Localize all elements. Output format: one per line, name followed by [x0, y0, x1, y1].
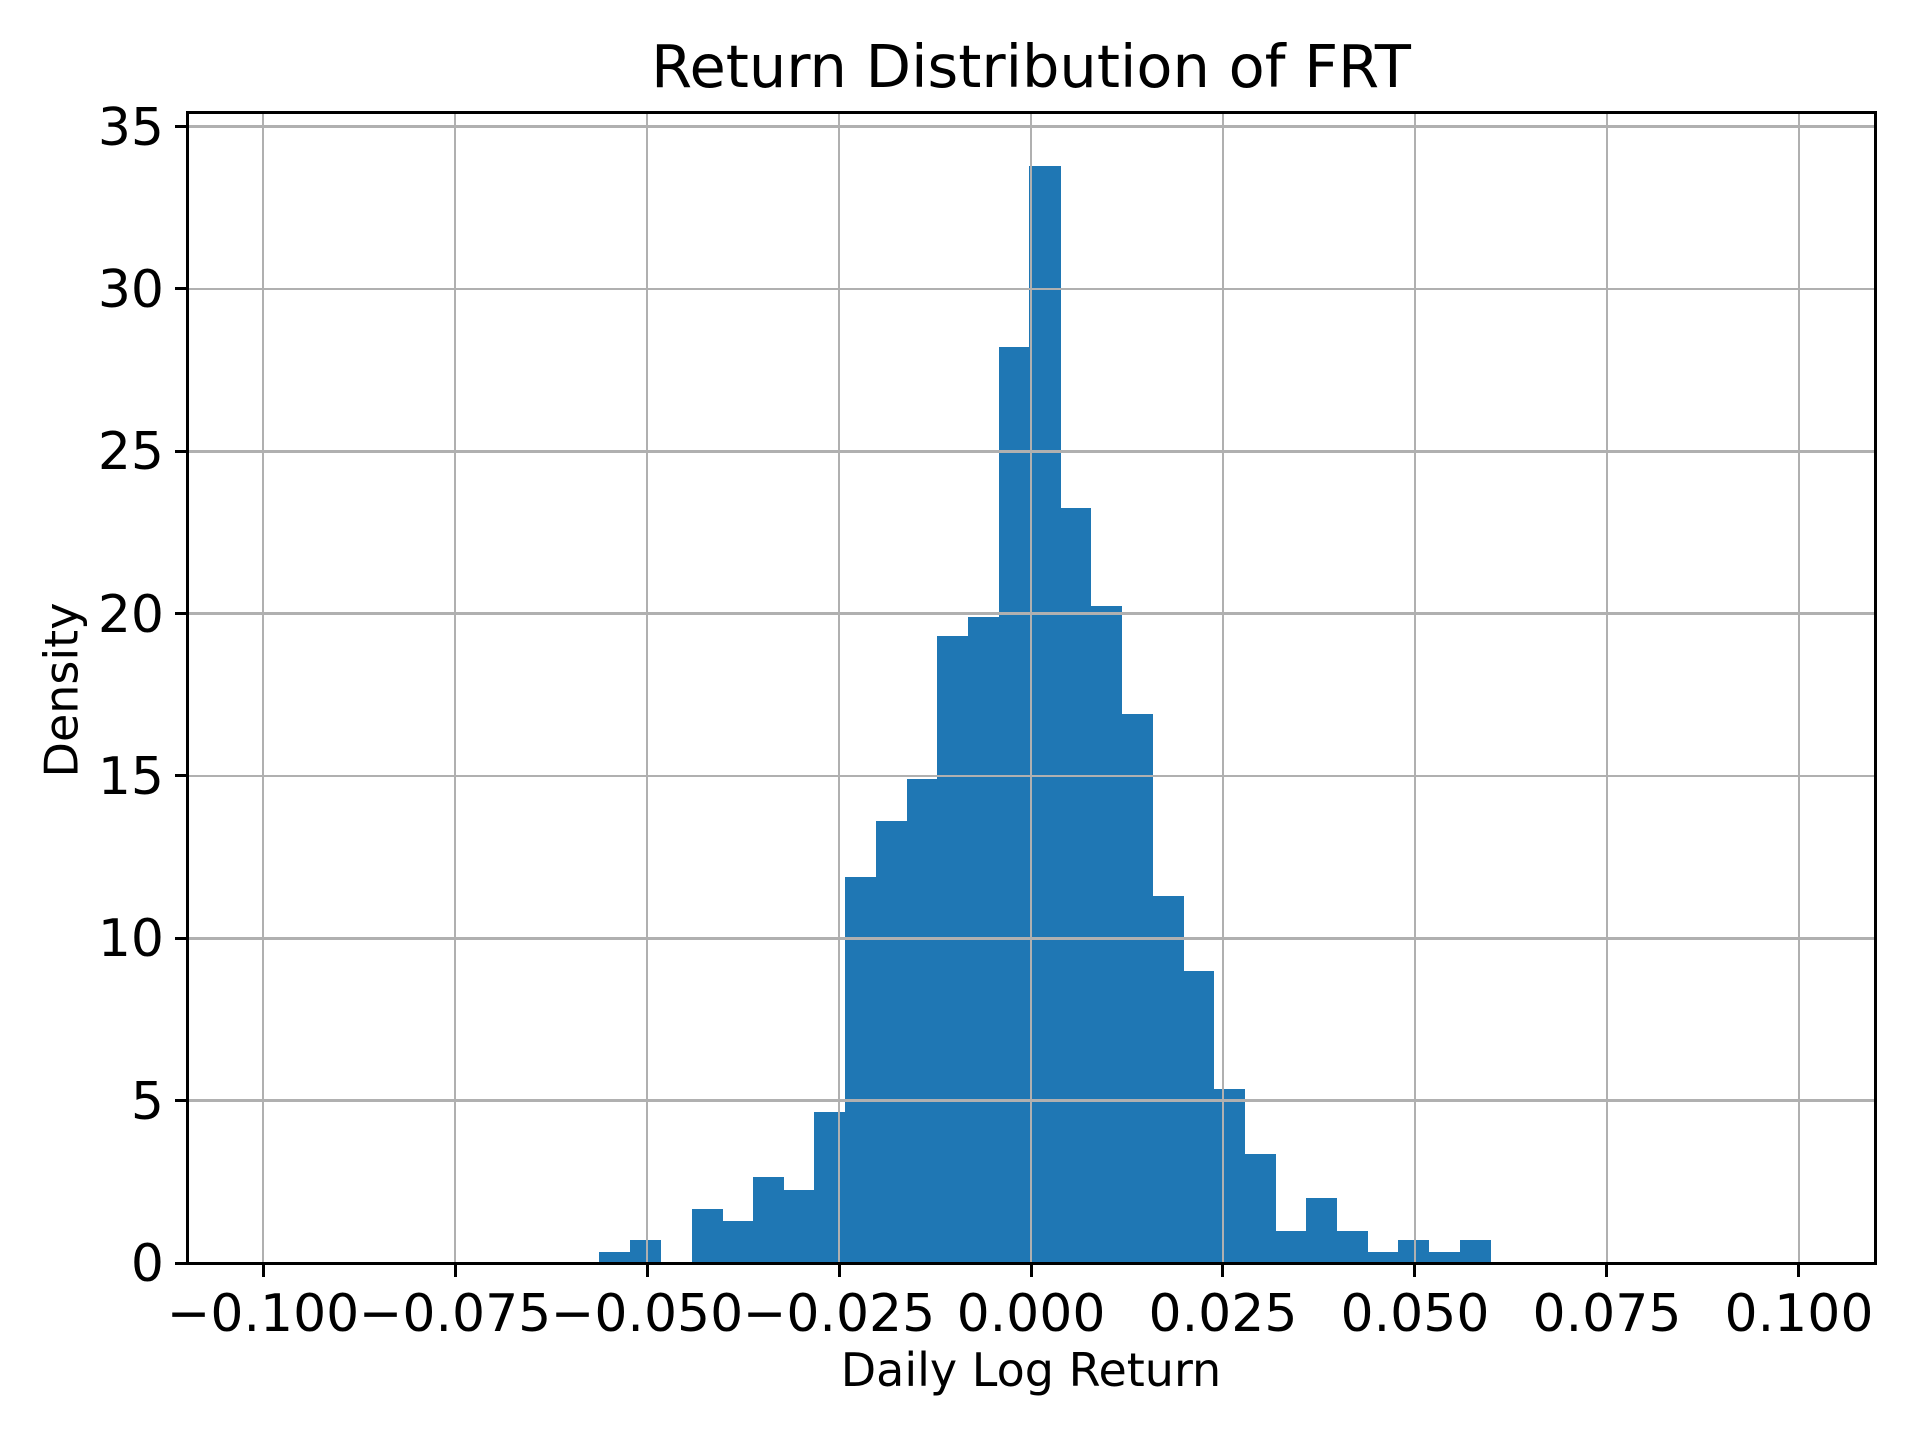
y-tick-label: 0: [130, 1234, 164, 1294]
x-gridline: [1029, 112, 1033, 1263]
histogram-bar: [1367, 1251, 1399, 1263]
histogram-bar: [906, 779, 938, 1263]
histogram-bar: [691, 1209, 723, 1263]
histogram-bar: [1336, 1230, 1368, 1263]
y-tick-label: 10: [97, 909, 164, 970]
x-tick-mark: [261, 1264, 265, 1277]
histogram-bar: [722, 1220, 754, 1263]
x-gridline: [645, 112, 649, 1263]
x-tick-label: −0.025: [742, 1284, 936, 1344]
x-gridline: [1221, 112, 1225, 1263]
x-tick-mark: [453, 1264, 457, 1277]
y-tick-mark: [175, 774, 187, 778]
x-tick-mark: [1221, 1264, 1225, 1277]
y-tick-label: 35: [97, 97, 164, 158]
y-tick-mark: [175, 1261, 187, 1265]
histogram-bar: [1305, 1198, 1338, 1263]
y-gridline: [187, 287, 1875, 291]
histogram-bar: [1244, 1154, 1276, 1263]
y-gridline: [187, 125, 1875, 128]
x-gridline: [453, 112, 457, 1263]
x-tick-mark: [1029, 1264, 1033, 1277]
y-tick-mark: [175, 1099, 187, 1103]
x-tick-mark: [1605, 1264, 1609, 1277]
chart-title: Return Distribution of FRT: [651, 32, 1411, 101]
histogram-bar: [1121, 714, 1153, 1263]
x-tick-label: −0.075: [358, 1284, 552, 1344]
histogram-bar: [1428, 1251, 1461, 1263]
bars-layer: [187, 112, 1875, 1263]
histogram-bar: [937, 636, 969, 1263]
x-gridline: [261, 112, 265, 1263]
histogram-bar: [1183, 970, 1215, 1263]
x-gridline: [837, 112, 841, 1263]
y-gridline: [187, 612, 1875, 615]
histogram-bar: [875, 821, 908, 1263]
histogram-bar: [814, 1112, 846, 1263]
y-gridline: [187, 937, 1875, 940]
x-tick-label: 0.100: [1724, 1284, 1874, 1344]
bottom-spine: [185, 1261, 1877, 1265]
y-tick-mark: [175, 936, 187, 940]
left-spine: [185, 110, 189, 1265]
y-tick-label: 20: [97, 584, 164, 645]
x-gridline: [1605, 112, 1609, 1263]
y-gridline: [187, 774, 1875, 778]
y-tick-mark: [175, 125, 187, 129]
histogram-bar: [1275, 1230, 1307, 1263]
x-tick-mark: [1413, 1264, 1417, 1277]
x-tick-label: −0.050: [550, 1284, 744, 1344]
histogram-bar: [1213, 1089, 1246, 1263]
right-spine: [1873, 110, 1877, 1265]
x-gridline: [1797, 112, 1801, 1263]
histogram-bar: [752, 1176, 785, 1263]
y-tick-label: 30: [97, 259, 164, 320]
y-tick-label: 25: [97, 422, 164, 483]
y-tick-label: 5: [130, 1071, 164, 1132]
x-tick-mark: [837, 1264, 841, 1277]
x-tick-mark: [1797, 1264, 1801, 1277]
histogram-bar: [1090, 605, 1123, 1263]
plot-area: [187, 112, 1875, 1265]
x-gridline: [1413, 112, 1417, 1263]
y-gridline: [187, 1099, 1875, 1102]
y-gridline: [187, 450, 1875, 453]
grid-layer: [187, 112, 1875, 1265]
x-tick-label: 0.050: [1340, 1284, 1490, 1344]
histogram-bar: [998, 347, 1031, 1263]
x-tick-label: −0.100: [166, 1284, 360, 1344]
y-tick-mark: [175, 449, 187, 453]
histogram-bar: [1152, 896, 1184, 1263]
x-tick-label: 0.000: [956, 1284, 1106, 1344]
histogram-bar: [1029, 165, 1061, 1263]
top-spine: [185, 110, 1877, 114]
x-tick-label: 0.025: [1148, 1284, 1298, 1344]
x-tick-mark: [645, 1264, 649, 1277]
y-tick-mark: [175, 612, 187, 616]
y-tick-label: 15: [97, 746, 164, 807]
histogram-bar: [845, 876, 877, 1263]
histogram-bar: [1060, 508, 1092, 1263]
histogram-bar: [968, 616, 1000, 1263]
x-axis-label: Daily Log Return: [840, 1343, 1222, 1397]
x-tick-label: 0.075: [1532, 1284, 1682, 1344]
histogram-bar: [783, 1189, 816, 1263]
y-tick-mark: [175, 287, 187, 291]
histogram-bar: [599, 1251, 631, 1263]
histogram-bar: [1459, 1240, 1491, 1263]
